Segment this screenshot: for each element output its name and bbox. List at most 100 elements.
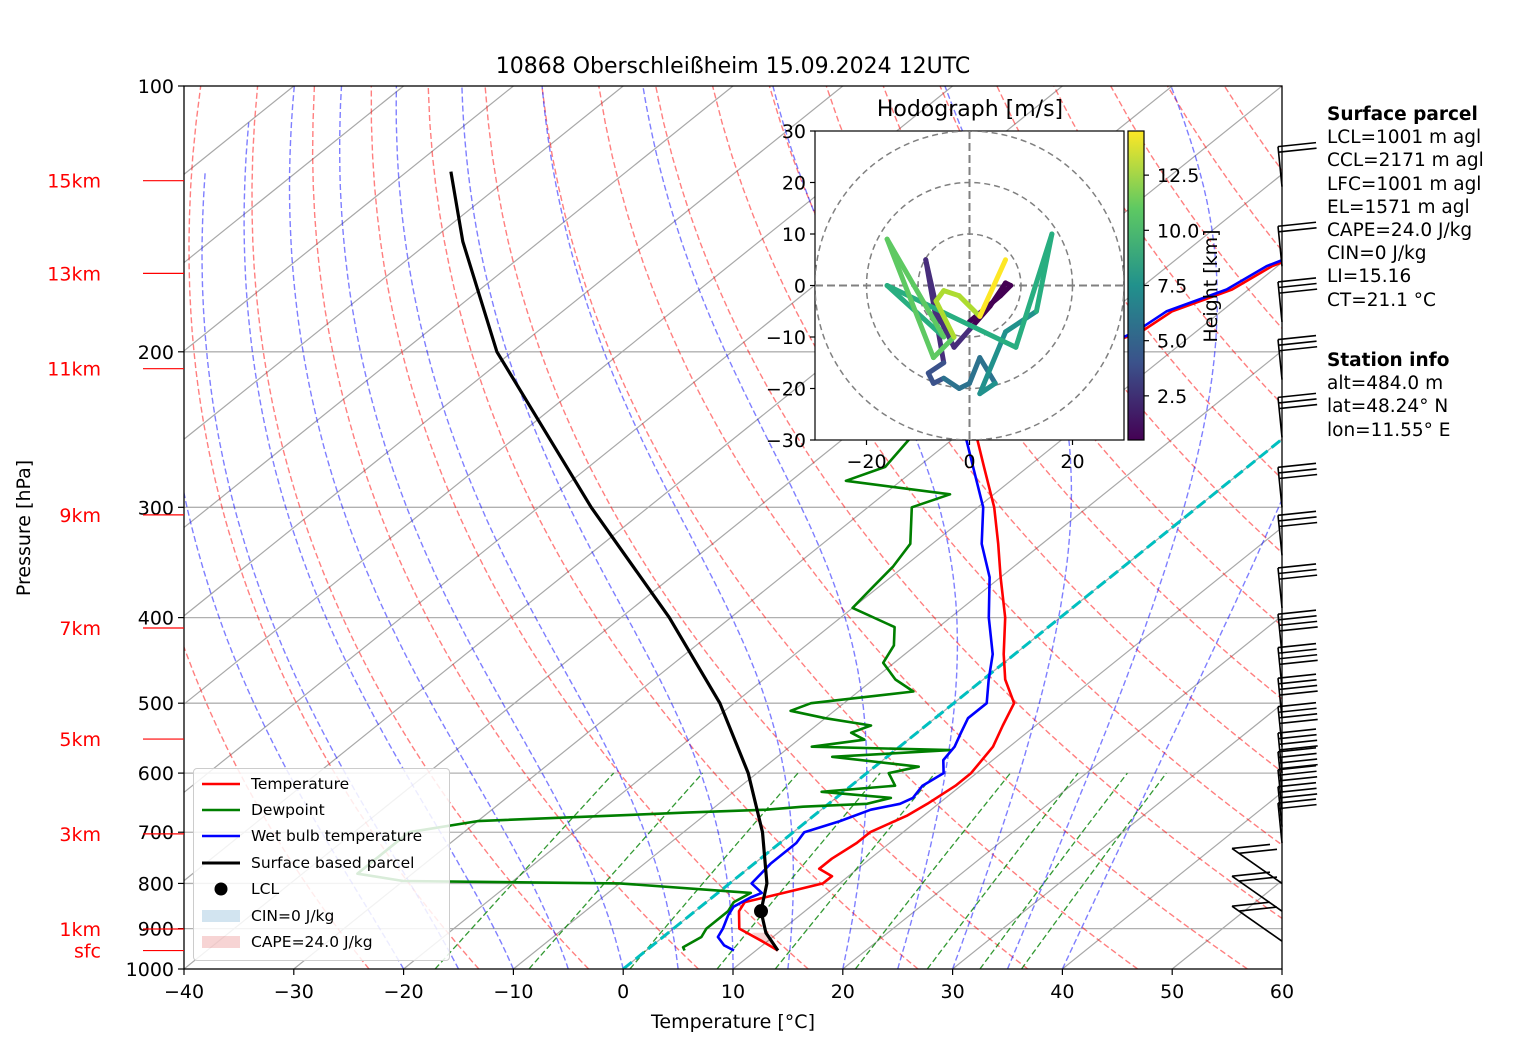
height-label: 11km: [47, 359, 101, 381]
wet-bulb-line: [716, 258, 1282, 952]
x-axis-label: Temperature [°C]: [650, 1011, 815, 1033]
wind-barb: [1277, 462, 1318, 508]
surface-parcel-line: LI=15.16: [1327, 266, 1412, 288]
dry-adiabat: [311, 86, 699, 969]
station-info-line: alt=484.0 m: [1327, 373, 1444, 395]
legend-item-wet-bulb: Wet bulb temperature: [194, 826, 449, 846]
isotherm: [184, 86, 404, 264]
hodograph-segment: [923, 257, 947, 366]
surface-parcel-line: CT=21.1 °C: [1327, 289, 1436, 311]
surface-parcel-line: LFC=1001 m agl: [1327, 173, 1482, 195]
legend-label: Temperature: [251, 775, 350, 793]
legend-label: CAPE=24.0 J/kg: [251, 933, 373, 951]
hodograph-y-tick-label: −30: [766, 430, 806, 452]
isotherm: [184, 86, 953, 705]
wind-barb: [1277, 642, 1318, 688]
hodograph-segment: [987, 280, 1009, 309]
height-label: 9km: [59, 505, 101, 527]
colorbar-tick-label: 2.5: [1157, 386, 1187, 408]
wind-barb: [1277, 764, 1318, 810]
y-tick-label: 700: [138, 822, 174, 844]
wind-barb: [1277, 747, 1318, 792]
hodograph-title: Hodograph [m/s]: [877, 97, 1063, 122]
station-info-line: lon=11.55° E: [1327, 419, 1451, 441]
surface-parcel-line: CIN=0 J/kg: [1327, 243, 1427, 265]
mixing-ratio-line: [774, 772, 936, 969]
hodograph-y-tick-label: −10: [766, 327, 806, 349]
surface-parcel-line: CCL=2171 m agl: [1327, 150, 1484, 172]
wind-barb: [1277, 510, 1318, 556]
legend-label: CIN=0 J/kg: [251, 907, 335, 925]
legend-label: LCL: [251, 880, 280, 898]
x-tick-label: 60: [1270, 981, 1294, 1003]
wind-barb: [1277, 728, 1318, 774]
wind-barb: [1277, 141, 1317, 187]
mixing-ratio-line: [854, 772, 1011, 969]
legend-item-cin: CIN=0 J/kg: [194, 906, 449, 926]
hodograph-y-tick-label: 30: [782, 121, 806, 143]
legend-item-parcel: Surface based parcel: [194, 853, 449, 873]
hodograph-segment: [967, 355, 983, 386]
height-label: 3km: [59, 824, 101, 846]
zero-isotherm: [622, 437, 1282, 969]
wind-barb: [1277, 563, 1318, 608]
hodograph-x-tick-label: −20: [846, 451, 886, 473]
x-tick-label: 40: [1050, 981, 1074, 1003]
wind-barbs: [1231, 141, 1318, 942]
hodograph-y-tick-label: 10: [782, 224, 806, 246]
legend-label: Surface based parcel: [251, 854, 415, 872]
x-tick-label: −20: [384, 981, 424, 1003]
hodograph-plot: [815, 131, 1124, 440]
x-tick-label: −40: [164, 981, 204, 1003]
colorbar-tick-label: 12.5: [1157, 165, 1199, 187]
hodograph-x-tick-label: 20: [1060, 451, 1084, 473]
moist-adiabat: [243, 122, 515, 969]
isotherm: [732, 526, 1282, 969]
y-tick-label: 1000: [126, 959, 174, 981]
hodograph-y-tick-label: 20: [782, 173, 806, 195]
hodograph-segment: [933, 298, 957, 340]
hodograph-segment: [1013, 231, 1055, 350]
moist-adiabat: [944, 86, 1073, 969]
y-tick-label: 500: [138, 693, 174, 715]
moist-adiabat: [288, 86, 569, 969]
hodograph-frame: [814, 130, 1125, 441]
y-tick-label: 100: [138, 76, 174, 98]
isotherm: [184, 86, 514, 352]
dry-adiabat: [484, 86, 1029, 969]
hodograph-colorbar: [1127, 130, 1145, 441]
legend-item-temperature: Temperature: [194, 774, 449, 794]
hodograph-segment: [941, 288, 962, 299]
moist-adiabat: [201, 171, 460, 969]
moist-adiabat: [642, 86, 868, 969]
legend-label: Dewpoint: [251, 801, 325, 819]
station-info-heading: Station info: [1327, 350, 1450, 371]
dry-adiabat: [251, 86, 590, 969]
lcl-marker: [754, 904, 769, 919]
mixing-ratio-line: [716, 772, 881, 969]
wind-barb: [1277, 392, 1318, 438]
height-label: 13km: [47, 263, 101, 285]
surface-parcel-heading: Surface parcel: [1327, 104, 1478, 125]
y-axis-label: Pressure [hPa]: [13, 460, 35, 596]
dry-adiabat: [655, 86, 1282, 920]
wind-barb: [1277, 798, 1317, 844]
wind-barb: [1277, 277, 1318, 322]
hodograph: Hodograph [m/s] −20 0 20 30 20 10 0 −10 −20 −30 2.5…: [766, 97, 1222, 473]
x-tick-label: 50: [1160, 981, 1184, 1003]
wind-barb: [1277, 221, 1317, 267]
isotherm: [842, 615, 1282, 969]
legend-item-cape: CAPE=24.0 J/kg: [194, 932, 449, 952]
moist-adiabat: [339, 86, 624, 969]
colorbar-tick-label: 7.5: [1157, 276, 1187, 298]
x-tick-label: 0: [617, 981, 629, 1003]
mixing-ratio-line: [434, 772, 615, 969]
x-tick-label: −30: [274, 981, 314, 1003]
dry-adiabat: [598, 86, 1248, 969]
height-label: 5km: [59, 729, 101, 751]
colorbar-tick-label: 10.0: [1157, 220, 1199, 242]
y-tick-label: 200: [138, 342, 174, 364]
hodograph-segment: [925, 360, 947, 376]
colorbar-tick-label: 5.0: [1157, 331, 1187, 353]
